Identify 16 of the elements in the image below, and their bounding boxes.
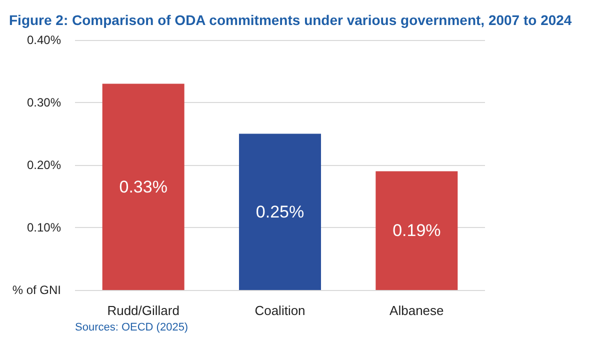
x-tick-label: Albanese — [390, 303, 444, 318]
y-tick-label: 0.20% — [26, 158, 62, 172]
bar — [239, 134, 321, 290]
data-label: 0.33% — [119, 177, 168, 196]
bar — [376, 171, 458, 290]
y-tick-label: 0.40% — [26, 33, 62, 47]
x-tick-label: Rudd/Gillard — [107, 303, 180, 318]
y-tick-label: 0.30% — [26, 96, 62, 110]
y-tick-label: 0.10% — [26, 220, 62, 234]
data-label: 0.19% — [392, 221, 441, 240]
bar — [102, 84, 184, 290]
source-note: Sources: OECD (2025) — [75, 322, 188, 334]
y-tick-label: % of GNI — [12, 283, 61, 297]
x-tick-label: Coalition — [254, 303, 306, 318]
data-label: 0.25% — [256, 202, 304, 222]
chart-title: Figure 2: Comparison of ODA commitments under various government, 2007 to 2024 — [9, 12, 572, 28]
